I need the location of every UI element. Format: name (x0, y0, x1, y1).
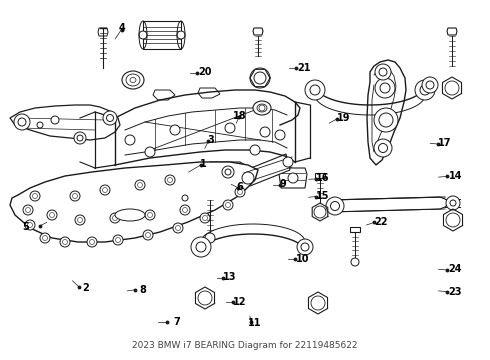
Circle shape (250, 68, 270, 88)
Circle shape (225, 123, 235, 133)
Text: 3: 3 (207, 135, 214, 145)
Circle shape (375, 64, 391, 80)
Circle shape (275, 130, 285, 140)
Polygon shape (143, 21, 181, 49)
Circle shape (250, 145, 260, 155)
Circle shape (375, 78, 395, 98)
Circle shape (422, 77, 438, 93)
Polygon shape (205, 195, 215, 200)
Circle shape (173, 223, 183, 233)
Text: 11: 11 (248, 318, 262, 328)
Polygon shape (330, 197, 450, 212)
Circle shape (70, 191, 80, 201)
Circle shape (305, 80, 325, 100)
Circle shape (40, 233, 50, 243)
Text: 19: 19 (337, 113, 351, 123)
Circle shape (37, 122, 43, 128)
Circle shape (103, 111, 117, 125)
Circle shape (87, 237, 97, 247)
Circle shape (223, 200, 233, 210)
Text: 10: 10 (296, 254, 310, 264)
Text: 20: 20 (198, 67, 212, 77)
Text: 6: 6 (237, 182, 244, 192)
Circle shape (326, 197, 344, 215)
Text: 2: 2 (82, 283, 89, 293)
Text: 24: 24 (448, 264, 462, 274)
Circle shape (446, 196, 460, 210)
Circle shape (75, 215, 85, 225)
Text: 8: 8 (140, 285, 147, 295)
Circle shape (205, 233, 215, 243)
Circle shape (288, 173, 298, 183)
Circle shape (180, 205, 190, 215)
Circle shape (200, 213, 210, 223)
Polygon shape (447, 28, 457, 35)
Ellipse shape (115, 209, 145, 221)
Text: 5: 5 (22, 222, 29, 232)
Ellipse shape (253, 101, 271, 115)
Text: 4: 4 (118, 23, 125, 33)
Circle shape (374, 108, 398, 132)
Text: 12: 12 (233, 297, 247, 307)
Circle shape (165, 175, 175, 185)
Polygon shape (350, 227, 360, 232)
Circle shape (283, 157, 293, 167)
Circle shape (113, 235, 123, 245)
Polygon shape (10, 162, 258, 242)
Polygon shape (253, 28, 263, 35)
Circle shape (297, 239, 313, 255)
Circle shape (145, 210, 155, 220)
Circle shape (135, 180, 145, 190)
Circle shape (415, 80, 435, 100)
Polygon shape (210, 162, 250, 182)
Polygon shape (153, 90, 175, 100)
Circle shape (30, 191, 40, 201)
Circle shape (74, 132, 86, 144)
Text: 21: 21 (297, 63, 311, 73)
Text: 9: 9 (280, 179, 287, 189)
Ellipse shape (122, 71, 144, 89)
Text: 18: 18 (233, 111, 247, 121)
Circle shape (374, 139, 392, 157)
Circle shape (170, 125, 180, 135)
Circle shape (125, 135, 135, 145)
Circle shape (139, 31, 147, 39)
Circle shape (191, 237, 211, 257)
Circle shape (51, 116, 59, 124)
Text: 16: 16 (316, 173, 329, 183)
Circle shape (235, 187, 245, 197)
Polygon shape (315, 173, 325, 178)
Text: 14: 14 (449, 171, 463, 181)
Polygon shape (10, 105, 120, 140)
Circle shape (14, 114, 30, 130)
Text: 15: 15 (316, 191, 329, 201)
Circle shape (25, 220, 35, 230)
Text: 7: 7 (173, 317, 180, 327)
Text: 1: 1 (200, 159, 207, 169)
Circle shape (242, 172, 254, 184)
Circle shape (222, 166, 234, 178)
Text: 2023 BMW i7 BEARING Diagram for 22119485622: 2023 BMW i7 BEARING Diagram for 22119485… (132, 341, 358, 350)
Text: 13: 13 (222, 272, 236, 282)
Circle shape (145, 147, 155, 157)
Text: 22: 22 (374, 217, 388, 228)
Circle shape (23, 205, 33, 215)
Circle shape (110, 213, 120, 223)
Circle shape (47, 210, 57, 220)
Polygon shape (98, 28, 108, 36)
Text: 17: 17 (438, 138, 452, 148)
Circle shape (177, 31, 185, 39)
Polygon shape (367, 60, 406, 165)
Circle shape (100, 185, 110, 195)
Text: 23: 23 (448, 287, 462, 297)
Circle shape (260, 127, 270, 137)
Polygon shape (198, 88, 220, 98)
Circle shape (143, 230, 153, 240)
Circle shape (60, 237, 70, 247)
Polygon shape (246, 154, 290, 186)
Circle shape (351, 258, 359, 266)
Polygon shape (279, 168, 307, 188)
